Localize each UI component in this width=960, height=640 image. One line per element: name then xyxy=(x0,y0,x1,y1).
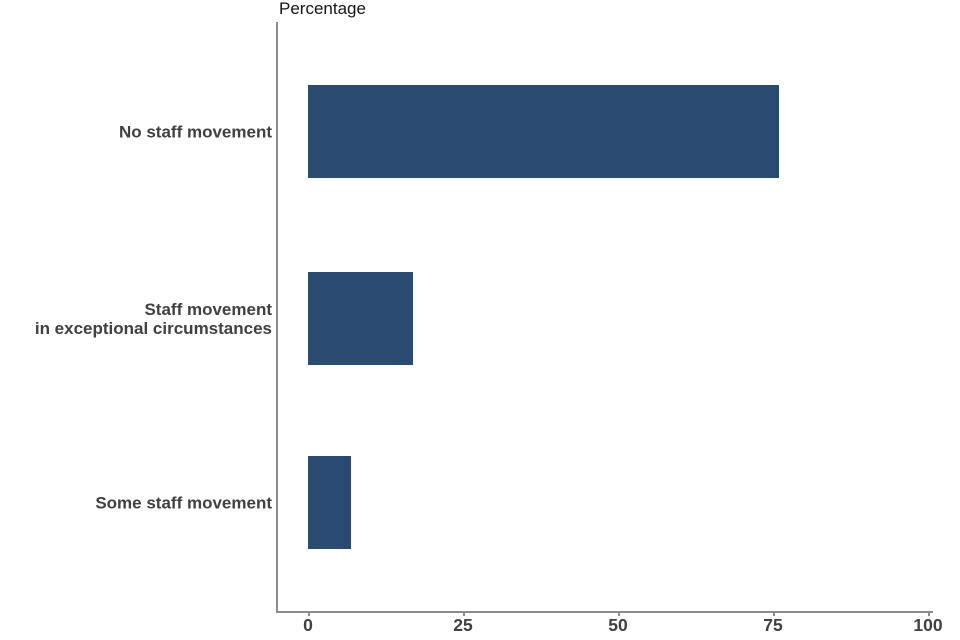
category-label: No staff movement xyxy=(118,122,272,141)
x-axis-tick-label: 100 xyxy=(913,615,943,635)
x-axis-tick-label: 50 xyxy=(608,615,628,635)
category-label: Staff movement in exceptional circumstan… xyxy=(34,299,272,338)
category-label: Some staff movement xyxy=(95,493,272,512)
x-axis-tick-mark xyxy=(308,612,310,616)
bar xyxy=(308,272,413,365)
y-axis-line xyxy=(276,22,278,611)
x-axis-tick-label: 75 xyxy=(763,615,783,635)
x-axis-tick-mark xyxy=(618,612,620,616)
x-axis-tick-mark xyxy=(463,612,465,616)
x-axis-tick-mark xyxy=(773,612,775,616)
x-axis-tick-mark xyxy=(928,612,930,616)
chart-title: Percentage xyxy=(279,0,366,18)
bar xyxy=(308,85,779,178)
bar xyxy=(308,456,351,549)
x-axis-tick-label: 0 xyxy=(303,615,313,635)
x-axis-line xyxy=(276,611,933,613)
x-axis-tick-label: 25 xyxy=(453,615,473,635)
